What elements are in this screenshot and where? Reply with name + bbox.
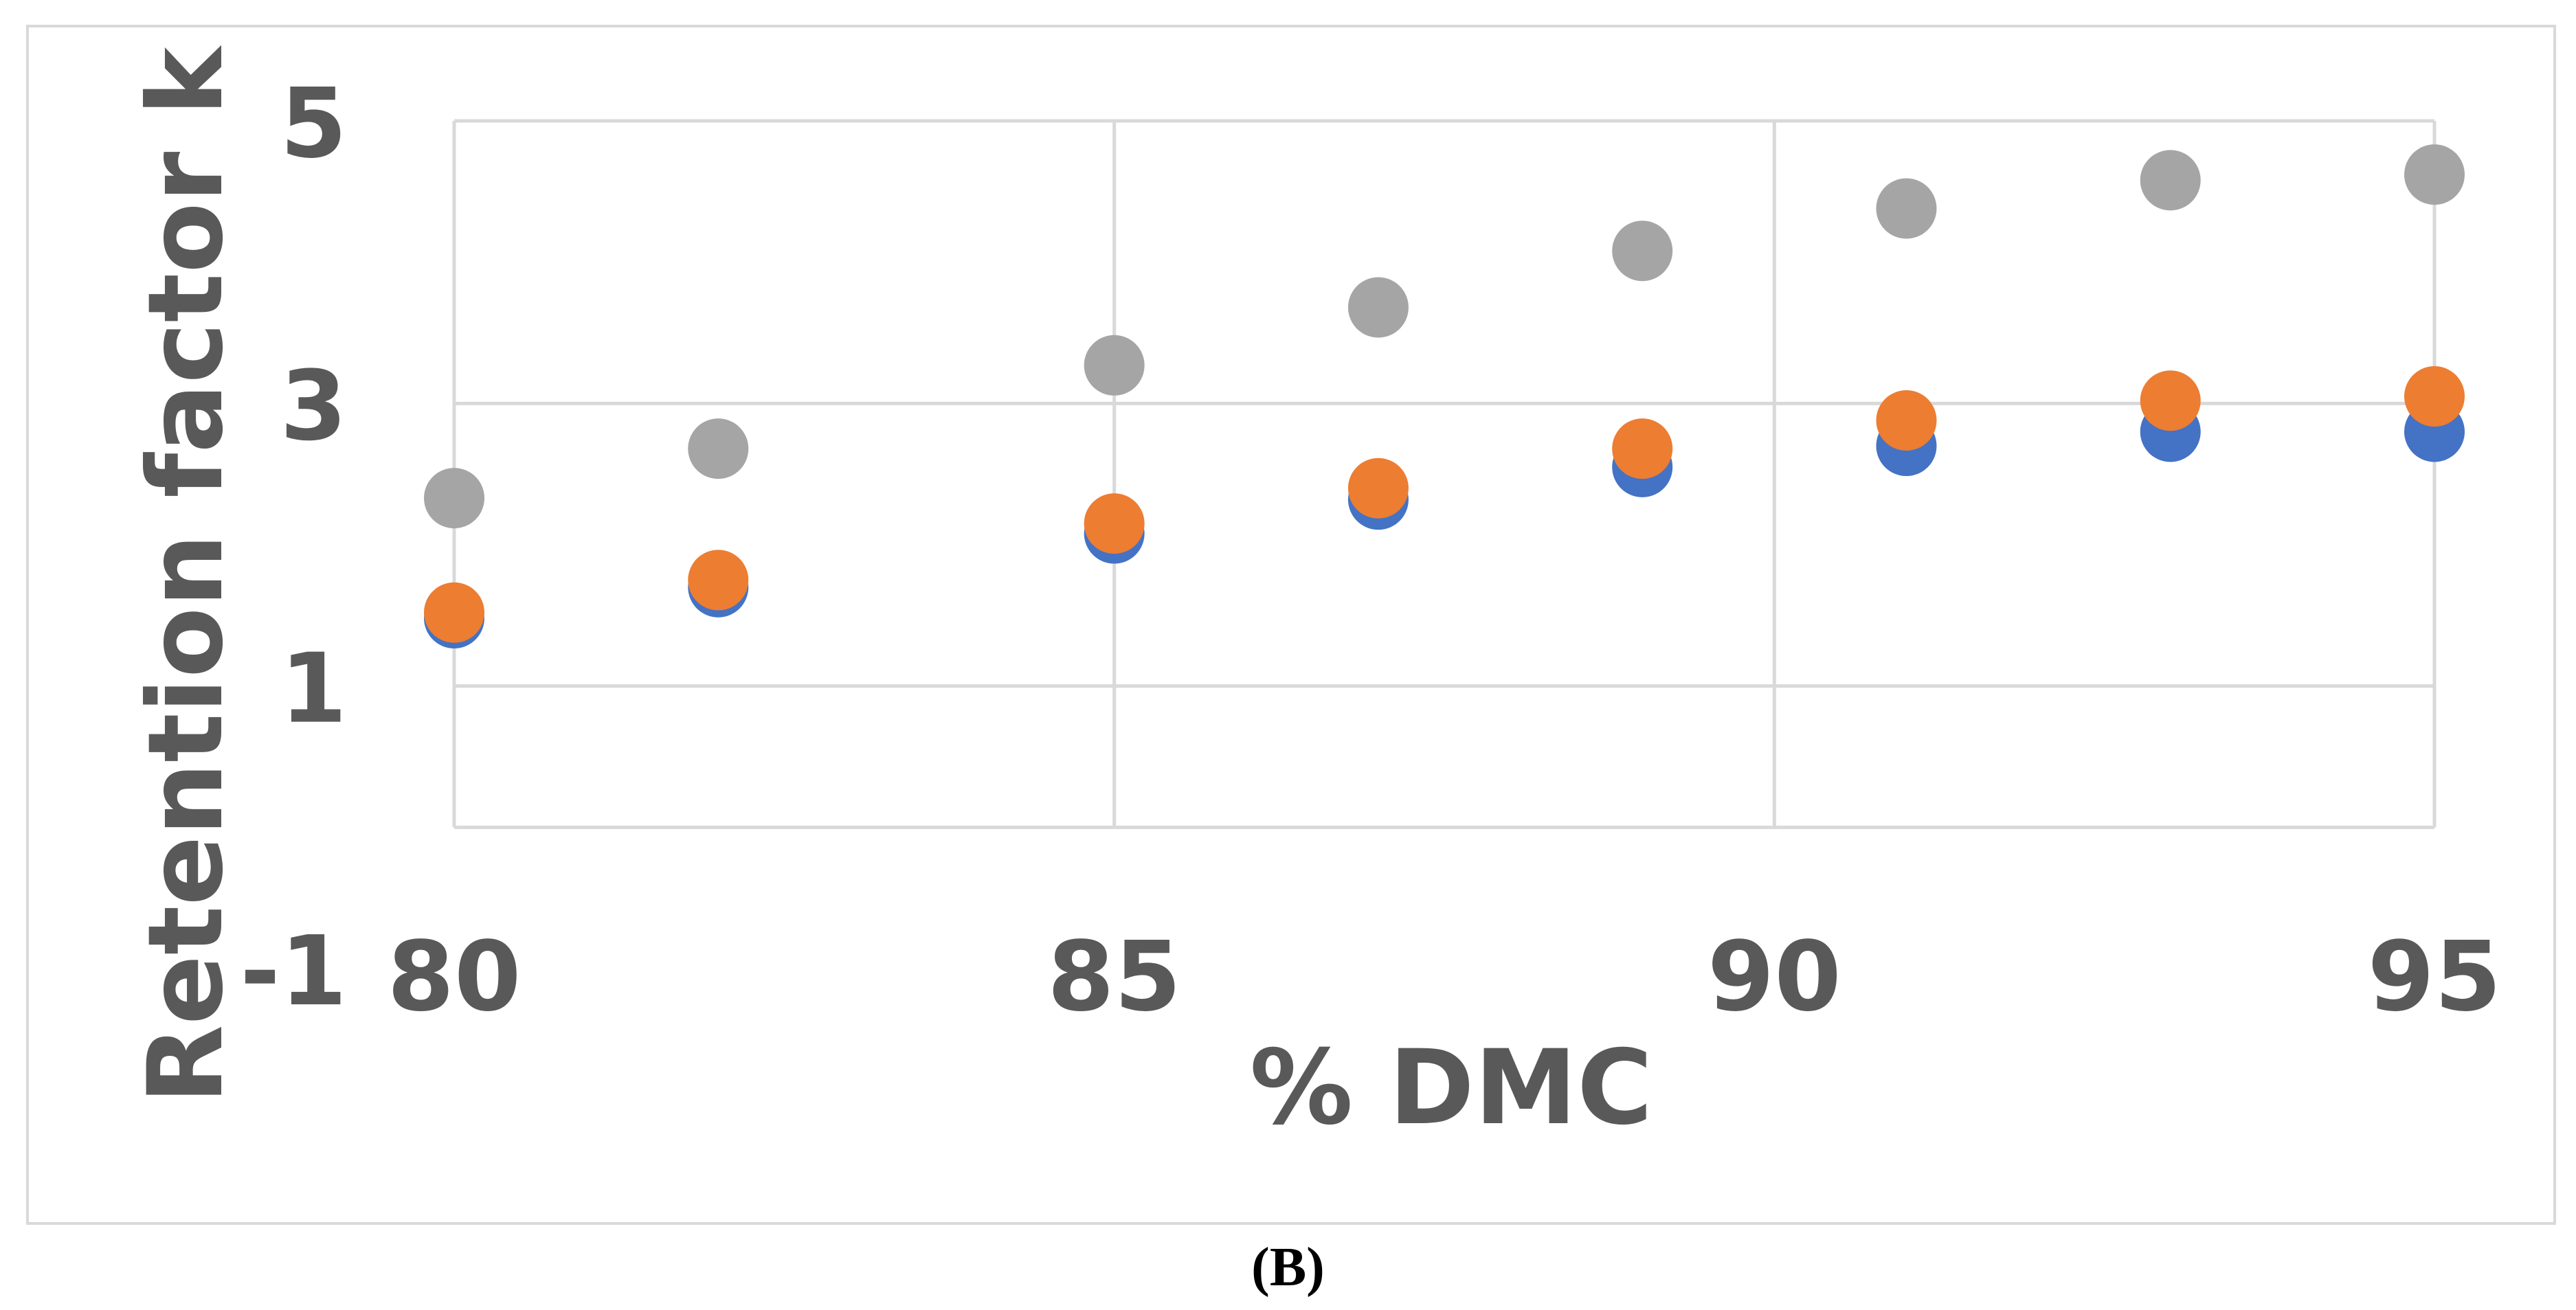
y-tick-label: 1 (280, 633, 347, 745)
vertical-gridlines (452, 121, 2437, 828)
y-tick-label: -1 (240, 916, 347, 1028)
data-point (1612, 221, 1673, 282)
data-point (688, 418, 749, 479)
data-point (1612, 418, 1673, 479)
data-point (2140, 370, 2201, 431)
x-tick-label: 85 (1047, 921, 1181, 1033)
data-point (424, 468, 484, 529)
y-tick-label: 3 (280, 350, 347, 462)
horizontal-gridlines (454, 119, 2434, 829)
series-3 (424, 144, 2465, 529)
x-tick-label: 80 (388, 921, 522, 1033)
data-point (2404, 144, 2465, 205)
x-tick-label: 90 (1707, 921, 1841, 1033)
series-2 (424, 366, 2465, 643)
data-point (2404, 366, 2465, 427)
y-axis-tick-labels: -1 1 3 5 (240, 68, 347, 1028)
x-tick-label: 95 (2368, 921, 2502, 1033)
y-tick-label: 5 (280, 68, 347, 180)
data-point (1347, 277, 1409, 338)
data-point (1876, 178, 1937, 239)
data-points (424, 144, 2465, 648)
data-point (1876, 390, 1937, 451)
data-point (1084, 493, 1145, 554)
x-axis-title: % DMC (1250, 1028, 1653, 1148)
x-axis-tick-labels: 80 85 90 95 (388, 921, 2502, 1033)
data-point (1347, 458, 1409, 519)
y-axis-title: Retention factor k (126, 45, 246, 1104)
data-point (1084, 335, 1145, 396)
data-point (424, 582, 484, 643)
data-point (2140, 150, 2201, 211)
panel-caption: (B) (1251, 1237, 1325, 1298)
data-point (688, 550, 749, 611)
